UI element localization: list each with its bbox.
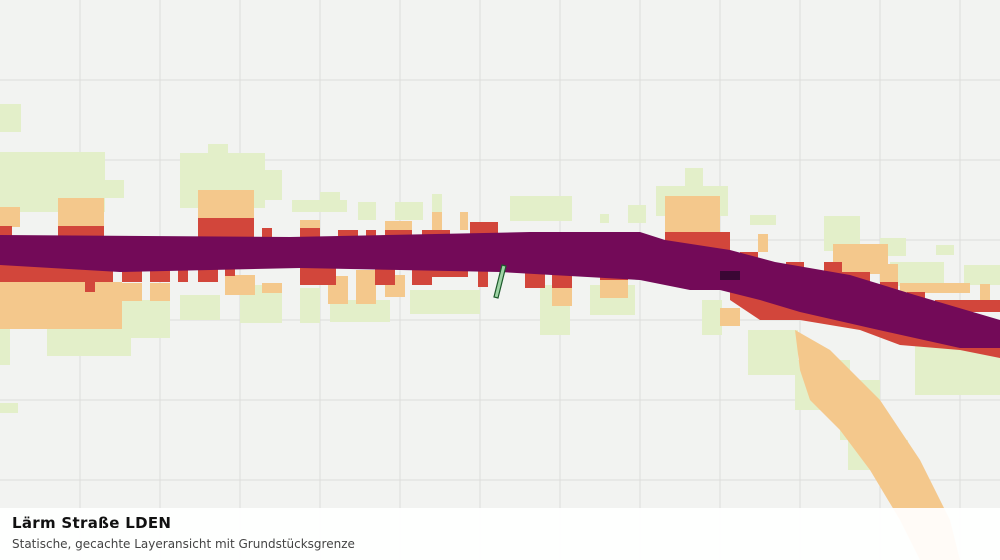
caption: Lärm Straße LDEN Statische, gecachte Lay… xyxy=(0,508,1000,560)
layer-subtitle: Statische, gecachte Layeransicht mit Gru… xyxy=(12,537,355,551)
parcel-boundary xyxy=(493,264,507,299)
building xyxy=(720,271,740,280)
noise-very-high xyxy=(0,232,1000,348)
layer-title: Lärm Straße LDEN xyxy=(12,514,172,532)
